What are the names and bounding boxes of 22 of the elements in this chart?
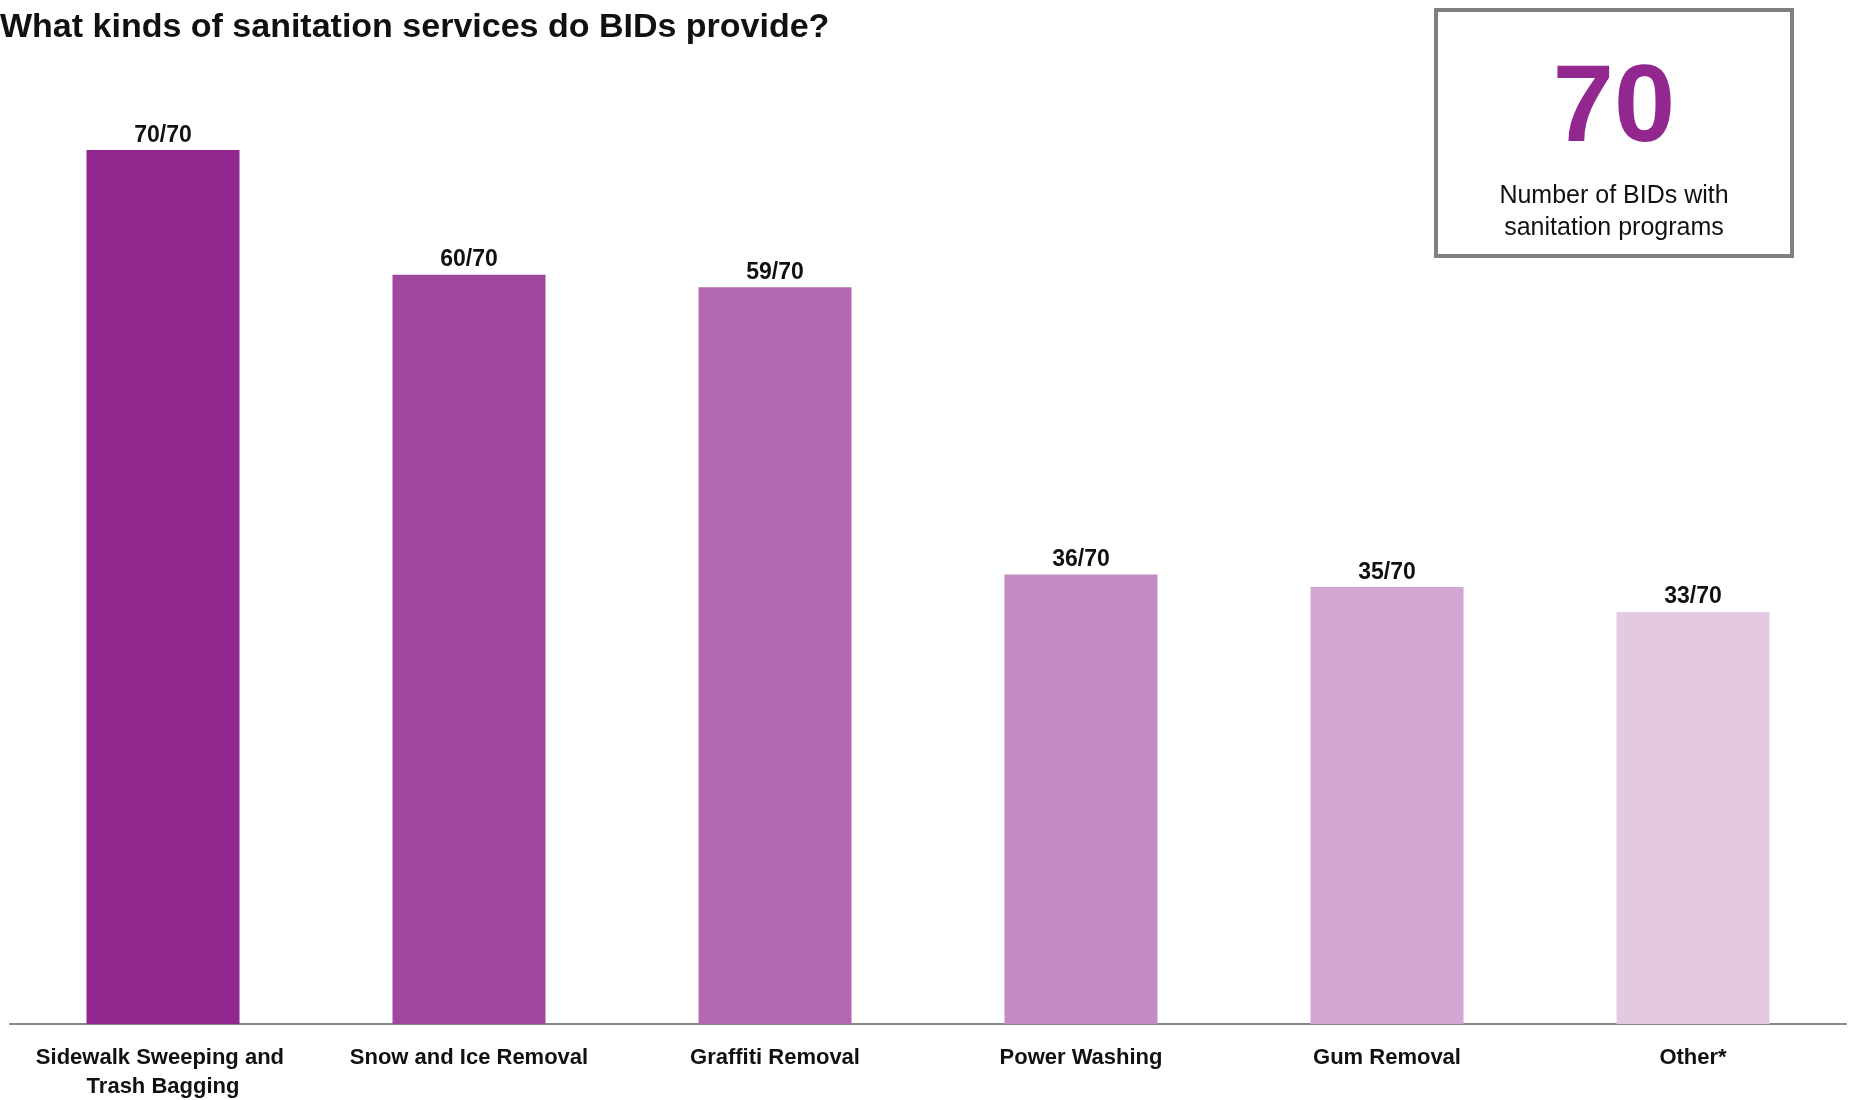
chart-title: What kinds of sanitation services do BIDs provide? [0, 6, 830, 45]
data-label: 36/70 [1052, 545, 1110, 572]
x-tick-label: Graffiti Removal [690, 1044, 860, 1069]
x-tick-label: Snow and Ice Removal [349, 1044, 589, 1069]
data-label: 60/70 [440, 245, 498, 272]
x-tick-label: Gum Removal [1313, 1044, 1461, 1069]
annotation: Number of BIDs with sanitation programs [1498, 179, 1730, 242]
info-card: 70 Number of BIDs with sanitation programs [1434, 8, 1794, 258]
x-tick-label: Other* [1659, 1044, 1728, 1069]
bar [86, 150, 240, 1024]
x-tick-label: Power Washing [999, 1044, 1163, 1069]
x-tick-label: Sidewalk Sweeping and Trash Bagging [35, 1044, 291, 1098]
bar [392, 274, 546, 1024]
bar [1310, 587, 1464, 1024]
annotation: 70 [1551, 41, 1677, 164]
data-label: 33/70 [1664, 582, 1722, 609]
bar [1004, 574, 1158, 1024]
bar [698, 287, 852, 1024]
bar [1616, 611, 1770, 1024]
data-label: 59/70 [746, 257, 804, 284]
data-label: 35/70 [1358, 557, 1416, 584]
data-label: 70/70 [134, 120, 192, 147]
